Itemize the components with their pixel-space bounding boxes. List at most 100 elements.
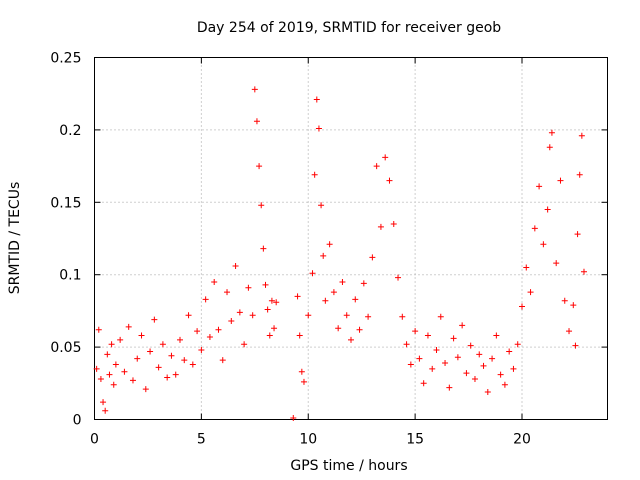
data-point (313, 96, 320, 103)
data-point (215, 326, 222, 333)
data-point (369, 254, 376, 261)
data-point (403, 341, 410, 348)
data-point (377, 223, 384, 230)
data-point (454, 354, 461, 361)
data-point (300, 378, 307, 385)
data-point (211, 278, 218, 285)
data-point (93, 365, 100, 372)
x-tick-label: 0 (90, 432, 99, 448)
data-point (256, 163, 263, 170)
data-point (335, 325, 342, 332)
x-tick-label: 5 (197, 432, 206, 448)
data-point (557, 177, 564, 184)
data-point (536, 183, 543, 190)
data-point (463, 370, 470, 377)
data-point (219, 357, 226, 364)
data-point (305, 312, 312, 319)
data-point (546, 144, 553, 151)
data-point (294, 293, 301, 300)
data-point (343, 312, 350, 319)
data-point (194, 328, 201, 335)
data-point (450, 335, 457, 342)
data-point (108, 341, 115, 348)
y-tick-label: 0.1 (59, 268, 81, 284)
data-point (386, 177, 393, 184)
data-point (320, 252, 327, 259)
data-point (471, 375, 478, 382)
data-point (574, 231, 581, 238)
y-tick-label: 0.25 (50, 51, 81, 67)
data-point (420, 380, 427, 387)
x-axis-label: GPS time / hours (290, 458, 407, 474)
data-point (572, 342, 579, 349)
data-point (318, 202, 325, 209)
y-tick-label: 0.15 (50, 195, 81, 211)
data-point (544, 206, 551, 213)
data-point (561, 297, 568, 304)
x-tick-label: 20 (513, 432, 531, 448)
plot-frame (94, 57, 608, 420)
data-point (514, 341, 521, 348)
data-point (322, 297, 329, 304)
data-point (480, 362, 487, 369)
data-point (202, 296, 209, 303)
data-point (373, 163, 380, 170)
data-point (241, 341, 248, 348)
data-point (352, 296, 359, 303)
data-point (262, 281, 269, 288)
data-point (356, 326, 363, 333)
data-point (129, 377, 136, 384)
y-tick-label: 0.2 (59, 123, 81, 139)
axis-ticks: 0 0.05 0.1 0.15 0.2 0.25 0 5 10 15 20 (50, 51, 608, 448)
data-point (540, 241, 547, 248)
data-point (189, 361, 196, 368)
data-point (142, 386, 149, 393)
data-point (510, 365, 517, 372)
data-point (296, 332, 303, 339)
data-point (580, 268, 587, 275)
data-point (168, 352, 175, 359)
data-point (206, 333, 213, 340)
data-point (489, 355, 496, 362)
data-point (224, 289, 231, 296)
data-point (416, 355, 423, 362)
data-point (121, 368, 128, 375)
grid-lines (94, 57, 608, 420)
data-point (271, 325, 278, 332)
data-point (151, 316, 158, 323)
data-point (104, 351, 111, 358)
data-point (125, 323, 132, 330)
data-point (228, 318, 235, 325)
data-point (290, 415, 297, 422)
data-point (249, 312, 256, 319)
data-point (412, 328, 419, 335)
data-point (110, 381, 117, 388)
data-point (433, 346, 440, 353)
data-point (134, 355, 141, 362)
chart-title: Day 254 of 2019, SRMTID for receiver geo… (197, 20, 501, 36)
data-point (117, 336, 124, 343)
x-tick-label: 15 (406, 432, 424, 448)
data-point (348, 336, 354, 343)
data-point (467, 342, 474, 349)
data-point (258, 202, 265, 209)
data-point (459, 322, 466, 329)
data-point (493, 332, 500, 339)
data-point (102, 407, 109, 414)
data-point (527, 289, 534, 296)
data-point (159, 341, 166, 348)
data-point (523, 264, 530, 271)
data-point (476, 351, 483, 358)
data-point (177, 336, 183, 343)
data-point (315, 125, 322, 132)
data-point (147, 348, 154, 355)
data-point (339, 278, 346, 285)
data-point (172, 371, 179, 378)
data-point (578, 132, 585, 139)
y-tick-label: 0.05 (50, 340, 81, 356)
data-point (273, 299, 280, 306)
data-point (407, 361, 414, 368)
data-point (97, 375, 104, 382)
data-point (553, 260, 560, 267)
data-point (506, 348, 513, 355)
